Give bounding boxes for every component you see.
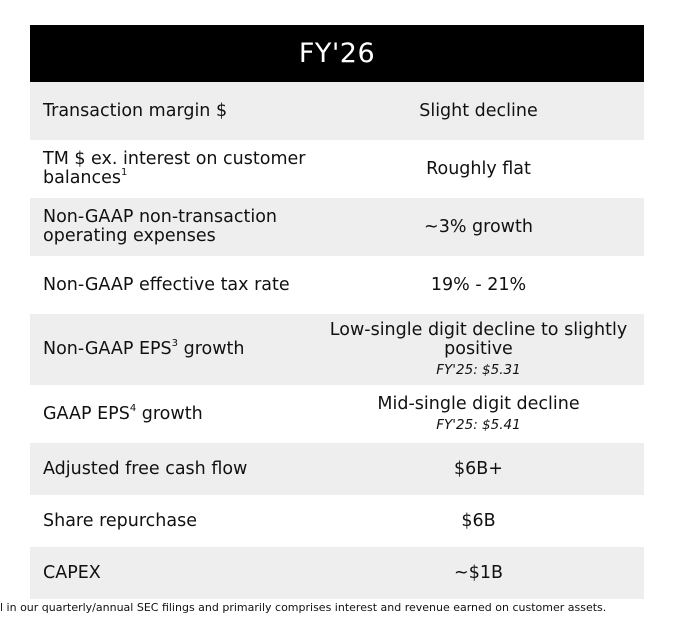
table-row: Share repurchase $6B <box>30 495 644 547</box>
prior-year-note: FY'25: $5.41 <box>436 416 521 433</box>
footnote: l in our quarterly/annual SEC filings an… <box>0 601 607 614</box>
metric-value: ~3% growth <box>424 216 533 237</box>
table-header: FY'26 <box>30 25 644 82</box>
metric-value: 19% - 21% <box>430 274 527 295</box>
metric-value: $6B <box>461 510 496 531</box>
table-row: CAPEX ~$1B <box>30 547 644 599</box>
table-row: Non-GAAP EPS3 growth Low-single digit de… <box>30 314 644 385</box>
metric-value: Mid-single digit decline FY'25: $5.41 <box>313 394 644 434</box>
metric-label: Share repurchase <box>43 510 197 531</box>
metric-label: GAAP EPS4 growth <box>43 402 203 424</box>
metric-value: Slight decline <box>419 100 538 121</box>
metric-label: TM $ ex. interest on customer balances1 <box>43 149 306 188</box>
table-row: Adjusted free cash flow $6B+ <box>30 443 644 495</box>
table-row: Transaction margin $ Slight decline <box>30 82 644 140</box>
metric-value: ~$1B <box>454 562 503 583</box>
guidance-table: FY'26 Transaction margin $ Slight declin… <box>30 25 644 599</box>
table-row: TM $ ex. interest on customer balances1 … <box>30 140 644 198</box>
footnote-marker: 1 <box>121 167 128 179</box>
metric-label: Adjusted free cash flow <box>43 458 248 479</box>
metric-label: Non-GAAP EPS3 growth <box>43 338 245 359</box>
prior-year-note: FY'25: $5.31 <box>436 361 521 378</box>
table-row: GAAP EPS4 growth Mid-single digit declin… <box>30 385 644 443</box>
table-row: Non-GAAP effective tax rate 19% - 21% <box>30 256 644 314</box>
metric-label: Transaction margin $ <box>43 100 228 121</box>
table-row: Non-GAAP non-transaction operating expen… <box>30 198 644 256</box>
footnote-marker: 3 <box>171 338 179 350</box>
metric-label: Non-GAAP effective tax rate <box>43 274 290 295</box>
metric-value: $6B+ <box>454 458 503 479</box>
metric-value: Roughly flat <box>426 158 531 179</box>
footnote-marker: 4 <box>129 402 137 414</box>
metric-value: Low-single digit decline to slightly pos… <box>313 320 644 379</box>
metric-label: CAPEX <box>43 562 101 583</box>
metric-label: Non-GAAP non-transaction operating expen… <box>43 207 278 246</box>
